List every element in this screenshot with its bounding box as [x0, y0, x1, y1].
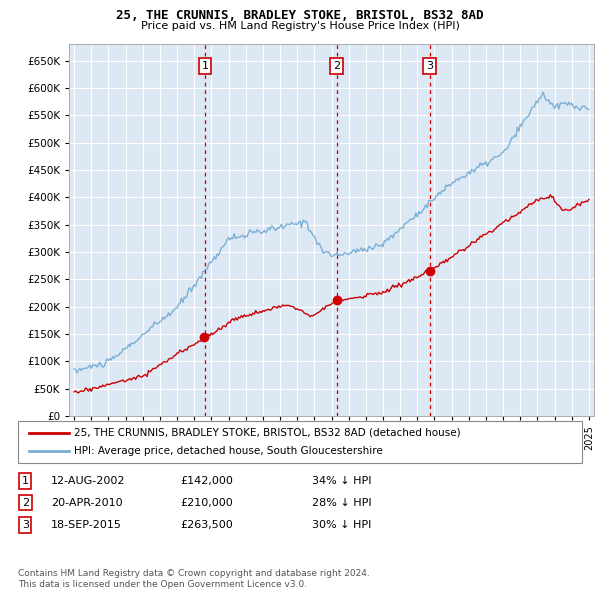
- Text: 1: 1: [202, 61, 208, 71]
- Text: HPI: Average price, detached house, South Gloucestershire: HPI: Average price, detached house, Sout…: [74, 446, 383, 456]
- Text: 25, THE CRUNNIS, BRADLEY STOKE, BRISTOL, BS32 8AD: 25, THE CRUNNIS, BRADLEY STOKE, BRISTOL,…: [116, 9, 484, 22]
- Text: £263,500: £263,500: [180, 520, 233, 530]
- Text: 28% ↓ HPI: 28% ↓ HPI: [312, 498, 371, 507]
- Text: 30% ↓ HPI: 30% ↓ HPI: [312, 520, 371, 530]
- FancyBboxPatch shape: [18, 421, 582, 463]
- Text: 3: 3: [426, 61, 433, 71]
- Text: Price paid vs. HM Land Registry's House Price Index (HPI): Price paid vs. HM Land Registry's House …: [140, 21, 460, 31]
- Text: 3: 3: [22, 520, 29, 530]
- Text: 20-APR-2010: 20-APR-2010: [51, 498, 122, 507]
- Text: £142,000: £142,000: [180, 476, 233, 486]
- Text: £210,000: £210,000: [180, 498, 233, 507]
- Text: 2: 2: [22, 498, 29, 507]
- Text: 2: 2: [333, 61, 340, 71]
- Text: 34% ↓ HPI: 34% ↓ HPI: [312, 476, 371, 486]
- Text: 12-AUG-2002: 12-AUG-2002: [51, 476, 125, 486]
- Text: 18-SEP-2015: 18-SEP-2015: [51, 520, 122, 530]
- Text: 25, THE CRUNNIS, BRADLEY STOKE, BRISTOL, BS32 8AD (detached house): 25, THE CRUNNIS, BRADLEY STOKE, BRISTOL,…: [74, 428, 461, 438]
- Text: 1: 1: [22, 476, 29, 486]
- Text: Contains HM Land Registry data © Crown copyright and database right 2024.
This d: Contains HM Land Registry data © Crown c…: [18, 569, 370, 589]
